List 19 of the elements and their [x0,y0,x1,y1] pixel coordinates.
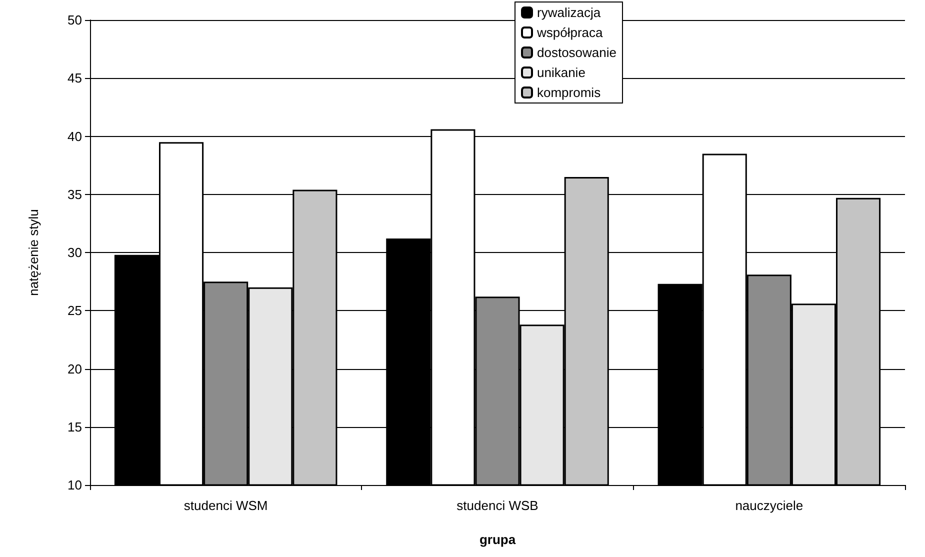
y-tick-label: 35 [68,186,82,202]
x-tick-label: studenci WSM [184,498,268,513]
x-axis-title: grupa [479,532,516,547]
x-tick-label: studenci WSB [456,498,538,513]
y-tick-label: 30 [68,245,82,260]
legend-label: rywalizacja [537,5,602,20]
legend-label: kompromis [537,85,602,100]
y-tick-label: 20 [68,361,82,376]
legend-label: unikanie [537,65,586,80]
y-tick-label: 10 [68,478,82,492]
y-tick-label: 15 [68,419,82,434]
x-tick-label: nauczyciele [735,498,804,513]
legend-label: dostosowanie [537,45,616,60]
y-tick-label: 25 [68,303,82,318]
y-tick-label: 45 [68,70,82,86]
y-tick-label: 40 [68,128,82,144]
legend-label: współpraca [536,25,604,40]
y-axis-title: natężenie stylu [26,209,41,296]
y-tick-label: 50 [68,12,82,28]
